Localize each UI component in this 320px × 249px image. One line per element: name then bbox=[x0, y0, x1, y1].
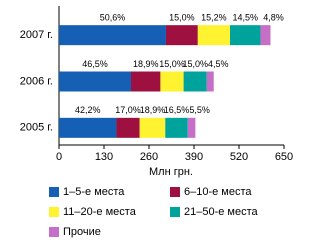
data-label: 15,0% bbox=[159, 59, 185, 69]
data-label: 4,5% bbox=[208, 59, 229, 69]
data-label: 5,5% bbox=[189, 105, 210, 115]
chart: Млн грн. 0 130 260 390 520 650 2007 г. 50,6% 15,… bbox=[20, 6, 293, 238]
y-tick-label: 2007 г. bbox=[20, 29, 53, 41]
y-tick-label: 2006 г. bbox=[20, 75, 53, 87]
bar-segment bbox=[183, 71, 207, 92]
data-label: 18,9% bbox=[133, 59, 159, 69]
legend-swatch bbox=[49, 207, 59, 217]
bar-segment bbox=[165, 117, 188, 138]
data-label: 15,0% bbox=[169, 13, 195, 23]
bar-segment bbox=[131, 71, 161, 92]
bar-segment bbox=[59, 117, 117, 138]
bar-segment bbox=[197, 25, 230, 46]
bar-segment bbox=[206, 71, 214, 92]
data-label: 42,2% bbox=[75, 105, 101, 115]
legend-swatch bbox=[170, 187, 180, 197]
legend-label: 1–5-е места bbox=[63, 186, 125, 198]
data-label: 16,5% bbox=[164, 105, 190, 115]
x-tick-label: 650 bbox=[275, 151, 293, 163]
x-tick-label: 260 bbox=[140, 151, 158, 163]
legend-swatch bbox=[170, 207, 180, 217]
y-tick-label: 2005 г. bbox=[20, 122, 53, 134]
data-label: 14,5% bbox=[232, 13, 258, 23]
data-label: 18,9% bbox=[140, 105, 166, 115]
bar-segment bbox=[59, 25, 166, 46]
bar-segment bbox=[230, 25, 261, 46]
bar-segment bbox=[116, 117, 140, 138]
bar-segment bbox=[139, 117, 166, 138]
legend-swatch bbox=[49, 227, 59, 237]
x-tick-label: 390 bbox=[185, 151, 203, 163]
data-label: 15,2% bbox=[201, 13, 227, 23]
bar-segment bbox=[165, 25, 198, 46]
x-tick-label: 130 bbox=[95, 151, 113, 163]
data-label: 4,8% bbox=[263, 13, 284, 23]
bar-segment bbox=[260, 25, 271, 46]
legend-label: 6–10-е места bbox=[184, 186, 252, 198]
data-label: 46,5% bbox=[82, 59, 108, 69]
bar-segment bbox=[59, 71, 131, 92]
x-axis-label: Млн грн. bbox=[149, 166, 193, 178]
data-label: 15,0% bbox=[182, 59, 208, 69]
legend-swatch bbox=[49, 187, 59, 197]
data-label: 17,0% bbox=[115, 105, 141, 115]
bar-segment bbox=[160, 71, 184, 92]
data-label: 50,6% bbox=[100, 13, 126, 23]
legend-label: 11–20-е места bbox=[63, 206, 137, 218]
bar-segment bbox=[187, 117, 196, 138]
legend-label: 21–50-е места bbox=[184, 206, 259, 218]
x-tick-label: 520 bbox=[230, 151, 248, 163]
x-tick-label: 0 bbox=[56, 151, 62, 163]
legend-label: Прочие bbox=[63, 226, 101, 238]
